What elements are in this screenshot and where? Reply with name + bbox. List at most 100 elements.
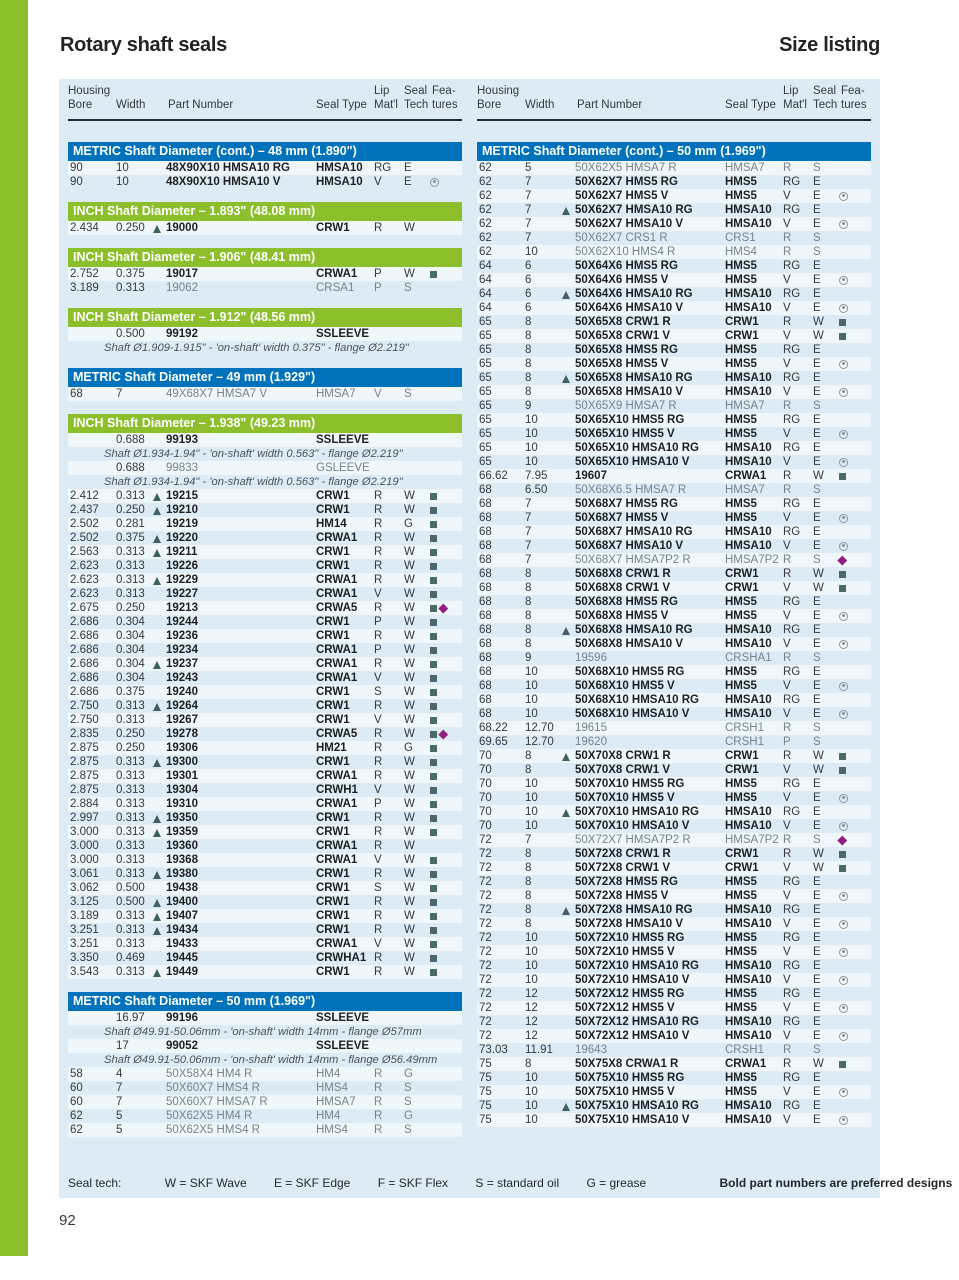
- seal-type-cell: HMS5: [725, 176, 757, 188]
- seal-type-cell: CRWA1: [316, 770, 358, 782]
- bore-cell: 3.061: [70, 868, 99, 880]
- preferred-triangle-icon: [153, 912, 161, 921]
- table-row: 2.686 0.304 19244 CRW1 P W: [68, 615, 462, 629]
- ring-feature-icon: [839, 513, 848, 523]
- seal-tech-cell: E: [813, 190, 821, 202]
- part-number-cell: 50X68X8 CRW1 V: [575, 582, 671, 594]
- part-number-cell: 19359: [166, 826, 198, 838]
- seal-type-cell: HMSA10: [725, 526, 772, 538]
- seal-tech-cell: W: [404, 840, 415, 852]
- part-number-cell: 50X70X10 HMSA10 V: [575, 820, 690, 832]
- lip-material-cell: R: [374, 728, 383, 740]
- seal-type-cell: HMSA10: [725, 204, 772, 216]
- features-cell: [839, 707, 848, 721]
- width-cell: 10: [525, 820, 538, 832]
- table-row: 72 10 50X72X10 HMS5 RG HMS5 RG E: [477, 931, 871, 945]
- seal-tech-cell: W: [404, 924, 415, 936]
- seal-type-cell: HMSA7P2: [725, 834, 779, 846]
- seal-type-cell: CRWA1: [316, 938, 358, 950]
- bore-cell: 2.437: [70, 504, 99, 516]
- seal-tech-cell: S: [404, 1124, 412, 1136]
- seal-type-cell: HM4: [316, 1068, 341, 1080]
- table-column-left: METRIC Shaft Diameter (cont.) – 48 mm (1…: [68, 142, 462, 1150]
- bore-cell: 68: [479, 484, 492, 496]
- seal-type-cell: HMS5: [725, 414, 757, 426]
- width-cell: 8: [525, 918, 532, 930]
- table-row: 2.623 0.313 19227 CRWA1 V W: [68, 587, 462, 601]
- width-cell: 8: [525, 358, 532, 370]
- table-row: 90 10 48X90X10 HMSA10 V HMSA10 V E: [68, 175, 462, 189]
- features-cell: [839, 217, 848, 231]
- table-row: 64 6 50X64X6 HMS5 V HMS5 V E: [477, 273, 871, 287]
- width-cell: 7: [525, 232, 532, 244]
- bore-cell: 3.189: [70, 282, 99, 294]
- bore-cell: 60: [70, 1082, 83, 1094]
- seal-tech-cell: W: [404, 854, 415, 866]
- width-cell: 8: [525, 1058, 532, 1070]
- bore-cell: 2.875: [70, 756, 99, 768]
- table-row: 2.875 0.313 19304 CRWH1 V W: [68, 783, 462, 797]
- table-row: 62 5 50X62X5 HMSA7 R HMSA7 R S: [477, 161, 871, 175]
- table-row: 90 10 48X90X10 HMSA10 RG HMSA10 RG E: [68, 161, 462, 175]
- part-number-cell: 50X72X8 CRW1 R: [575, 848, 671, 860]
- seal-tech-cell: W: [404, 770, 415, 782]
- bore-cell: 70: [479, 764, 492, 776]
- seal-type-cell: HM21: [316, 742, 347, 754]
- features-cell: [839, 315, 846, 329]
- features-cell: [839, 329, 846, 343]
- seal-tech-cell: E: [813, 624, 821, 636]
- width-cell: 12: [525, 988, 538, 1000]
- bore-cell: 2.502: [70, 518, 99, 530]
- seal-type-cell: HMS5: [725, 1086, 757, 1098]
- width-cell: 0.313: [116, 574, 145, 586]
- width-cell: 8: [525, 568, 532, 580]
- header-housing: Housing: [68, 85, 111, 97]
- width-cell: 12: [525, 1002, 538, 1014]
- table-section: METRIC Shaft Diameter (cont.) – 48 mm (1…: [68, 142, 462, 189]
- lip-material-cell: RG: [374, 162, 392, 174]
- part-number-cell: 50X72X8 HMSA10 RG: [575, 904, 693, 916]
- bore-cell: 70: [479, 820, 492, 832]
- table-row: 68 7 50X68X7 HMSA7P2 R HMSA7P2 R S: [477, 553, 871, 567]
- table-row: 70 10 50X70X10 HMS5 V HMS5 V E: [477, 791, 871, 805]
- part-number-cell: 50X65X8 HMSA10 V: [575, 386, 684, 398]
- lip-material-cell: V: [783, 386, 791, 398]
- lip-material-cell: R: [374, 658, 383, 670]
- seal-type-cell: HMS5: [725, 596, 757, 608]
- part-number-cell: 19400: [166, 896, 198, 908]
- square-feature-icon: [430, 702, 437, 710]
- table-row: 65 8 50X65X8 HMS5 RG HMS5 RG E: [477, 343, 871, 357]
- column-headers-right: Housing Bore Width Part Number Seal Type…: [477, 85, 871, 119]
- table-row: 68 7 50X68X7 HMS5 RG HMS5 RG E: [477, 497, 871, 511]
- width-cell: 7: [525, 176, 532, 188]
- lip-material-cell: V: [374, 672, 382, 684]
- features-cell: [430, 797, 437, 811]
- lip-material-cell: R: [783, 722, 792, 734]
- seal-type-cell: CRWA1: [316, 574, 358, 586]
- table-row: 2.884 0.313 19310 CRWA1 P W: [68, 797, 462, 811]
- part-number-cell: 50X72X12 HMS5 V: [575, 1002, 675, 1014]
- lip-material-cell: R: [374, 952, 383, 964]
- bore-cell: 3.000: [70, 854, 99, 866]
- seal-type-cell: CRW1: [725, 582, 759, 594]
- table-row: 68 7 50X68X7 HMSA10 V HMSA10 V E: [477, 539, 871, 553]
- column-headers-left: Housing Bore Width Part Number Seal Type…: [68, 85, 462, 119]
- part-number-cell: 50X60X7 HMS4 R: [166, 1082, 260, 1094]
- lip-material-cell: V: [374, 588, 382, 600]
- bore-cell: 72: [479, 848, 492, 860]
- width-cell: 0.313: [116, 966, 145, 978]
- part-number-cell: 19620: [575, 736, 607, 748]
- bore-cell: 68: [479, 498, 492, 510]
- preferred-triangle-icon: [562, 206, 570, 215]
- bore-cell: 90: [70, 176, 83, 188]
- seal-type-cell: HMSA7: [316, 388, 356, 400]
- part-number-cell: 19264: [166, 700, 198, 712]
- width-cell: 10: [525, 778, 538, 790]
- features-cell: [430, 175, 439, 189]
- bore-cell: 2.997: [70, 812, 99, 824]
- seal-tech-cell: E: [813, 358, 821, 370]
- lip-material-cell: RG: [783, 526, 801, 538]
- bore-cell: 72: [479, 834, 492, 846]
- table-row: 3.251 0.313 19433 CRWA1 V W: [68, 937, 462, 951]
- seal-type-cell: HMS5: [725, 680, 757, 692]
